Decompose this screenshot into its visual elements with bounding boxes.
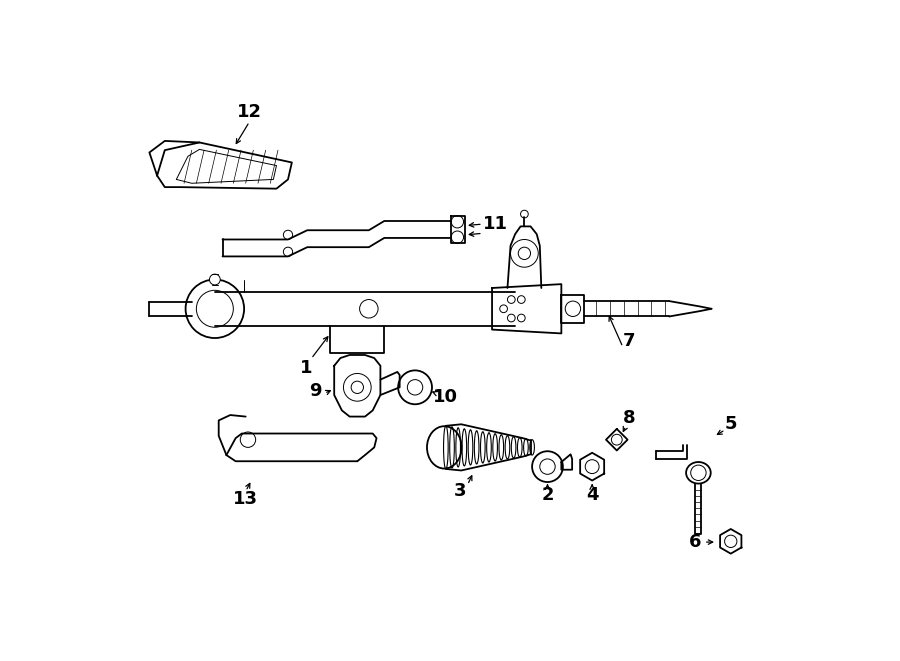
Circle shape bbox=[518, 295, 526, 303]
Text: 2: 2 bbox=[541, 486, 554, 504]
Text: 8: 8 bbox=[623, 409, 635, 427]
Circle shape bbox=[508, 314, 515, 322]
Text: 13: 13 bbox=[233, 490, 258, 508]
Text: 7: 7 bbox=[623, 332, 635, 350]
Text: 11: 11 bbox=[483, 215, 508, 233]
Circle shape bbox=[210, 274, 220, 285]
Circle shape bbox=[518, 314, 526, 322]
Text: 12: 12 bbox=[237, 102, 262, 121]
Text: 4: 4 bbox=[586, 486, 598, 504]
Text: 9: 9 bbox=[309, 382, 321, 400]
Circle shape bbox=[500, 305, 508, 313]
Ellipse shape bbox=[686, 462, 711, 484]
Ellipse shape bbox=[427, 426, 462, 469]
Text: 6: 6 bbox=[689, 533, 702, 551]
Circle shape bbox=[508, 295, 515, 303]
Circle shape bbox=[185, 280, 244, 338]
Text: 1: 1 bbox=[300, 359, 312, 377]
Text: 3: 3 bbox=[454, 483, 466, 500]
Text: 5: 5 bbox=[724, 415, 737, 433]
Text: 10: 10 bbox=[434, 387, 458, 406]
